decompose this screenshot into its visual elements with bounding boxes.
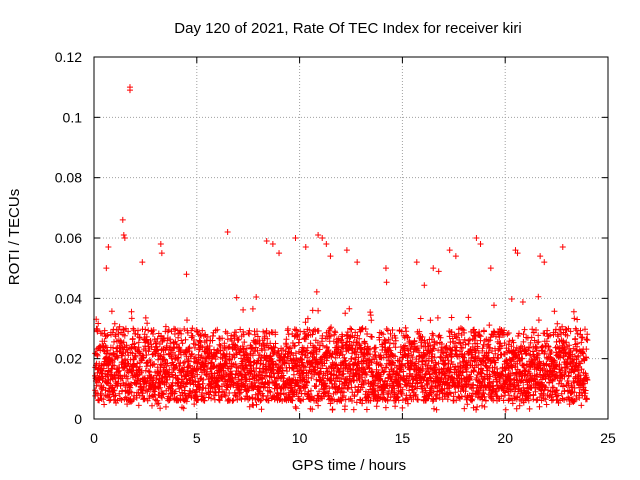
data-point [302,244,309,251]
data-point [158,250,165,257]
data-point [121,235,128,241]
chart-title: Day 120 of 2021, Rate Of TEC Index for r… [174,20,521,37]
axes [93,56,609,420]
x-axis-label: GPS time / hours [292,457,406,474]
grid-lines [94,57,608,419]
tick-labels: 0 5 10 15 20 25 0 0.02 0.04 0.06 0.08 0.1 0.12 [55,49,616,446]
data-point [263,238,270,245]
data-point [477,241,484,248]
data-point [487,265,494,272]
data-point [292,403,299,410]
y-tick-label: 0.06 [55,230,82,246]
data-point [162,403,169,410]
data-point [126,87,133,94]
y-tick-label: 0.04 [55,290,82,306]
x-tick-label: 5 [193,430,201,446]
y-tick-label: 0.08 [55,170,82,186]
data-point [446,247,453,254]
data-point [139,259,146,266]
data-point [292,235,299,241]
data-point [276,250,283,257]
data-point [354,259,361,266]
data-point [413,259,420,266]
data-point [343,247,350,254]
data-point [157,241,164,248]
x-tick-label: 25 [600,430,616,446]
data-point [452,253,459,260]
data-point [120,231,127,238]
x-tick-label: 10 [292,430,308,446]
data-point [105,244,112,251]
data-points [92,84,591,413]
data-point [541,259,548,266]
y-axis-label: ROTI / TECUs [6,189,23,285]
y-tick-label: 0 [74,411,82,427]
data-point [537,253,544,260]
data-point [514,250,521,257]
y-tick-label: 0.12 [55,49,82,65]
data-point [183,271,190,278]
y-tick-label: 0.1 [63,109,83,125]
x-tick-label: 15 [395,430,411,446]
data-point [319,235,326,241]
data-point [323,241,330,248]
data-point [481,403,488,410]
data-point-cloud [92,268,591,413]
data-point [119,216,126,223]
data-point [559,244,566,251]
y-tick-label: 0.02 [55,351,82,367]
data-point [224,228,231,235]
data-point [327,253,334,260]
data-point [103,265,110,272]
data-point [269,241,276,248]
data-point [512,247,519,254]
x-tick-label: 20 [497,430,513,446]
data-point [473,235,480,241]
data-point [382,265,389,272]
data-point [315,231,322,238]
data-point [574,316,581,323]
data-point [430,265,437,272]
x-tick-label: 0 [90,430,98,446]
